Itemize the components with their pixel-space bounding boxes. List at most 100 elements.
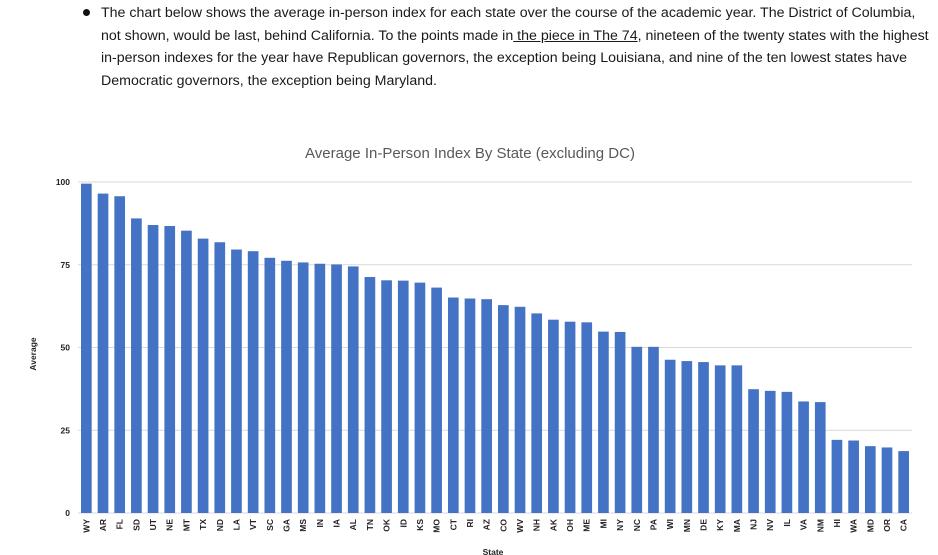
bar-co <box>498 305 509 513</box>
x-tick-label: WV <box>515 519 525 533</box>
bar-mt <box>181 230 192 514</box>
x-tick-label: AL <box>348 519 358 530</box>
bar-tx <box>197 238 209 513</box>
bar-ia <box>331 264 342 513</box>
x-tick-label: PA <box>648 519 658 530</box>
x-tick-label: NH <box>532 519 542 531</box>
x-tick-label: NE <box>165 519 175 531</box>
x-tick-label: KY <box>715 519 725 531</box>
article-bullet: The chart below shows the average in-per… <box>80 2 930 92</box>
bar-sc <box>264 257 276 513</box>
x-tick-label: AK <box>548 518 558 531</box>
bar-sd <box>131 218 142 513</box>
x-tick-label: GA <box>282 519 292 532</box>
bar-ms <box>297 262 309 513</box>
x-tick-label: ND <box>215 519 225 531</box>
x-tick-label: HI <box>832 519 842 528</box>
bar-ny <box>614 331 626 513</box>
x-tick-label: VT <box>248 518 258 530</box>
x-tick-label: TN <box>365 519 375 530</box>
bar-wa <box>848 440 859 513</box>
bar-ct <box>447 297 459 513</box>
x-tick-label: CA <box>899 519 909 531</box>
bar-il <box>781 391 793 513</box>
bar-nd <box>214 242 226 513</box>
x-tick-label: UT <box>148 518 158 530</box>
bar-ca <box>898 451 909 513</box>
x-tick-label: RI <box>465 519 475 528</box>
x-tick-label: SC <box>265 519 275 531</box>
bar-az <box>481 299 492 513</box>
y-tick-label: 100 <box>56 177 70 187</box>
y-tick-label: 50 <box>61 343 71 353</box>
bar-nc <box>631 346 643 513</box>
x-tick-label: VA <box>799 519 809 530</box>
x-tick-label: MS <box>298 519 308 532</box>
x-tick-label: AR <box>98 519 108 531</box>
bar-oh <box>564 321 576 513</box>
x-tick-label: CT <box>448 518 458 530</box>
x-tick-label: NJ <box>749 519 759 530</box>
x-tick-label: OR <box>882 519 892 532</box>
bar-nv <box>764 390 776 513</box>
bar-hi <box>831 439 843 513</box>
bar-ar <box>97 193 109 513</box>
y-tick-label: 25 <box>61 425 71 435</box>
paragraph-text-after-link: , nineteen of the twenty states with the… <box>101 27 929 89</box>
bar-nj <box>748 389 759 513</box>
x-tick-label: MI <box>598 519 608 528</box>
bar-ne <box>164 226 176 513</box>
bar-mn <box>681 361 693 513</box>
bar-va <box>798 401 809 513</box>
bar-nh <box>531 313 543 513</box>
bar-ok <box>381 280 392 513</box>
bar-ga <box>281 260 292 513</box>
bar-ks <box>414 282 426 513</box>
x-tick-label: WA <box>849 519 859 533</box>
bar-la <box>231 249 242 514</box>
x-tick-label: MA <box>732 519 742 532</box>
bar-ma <box>731 365 743 513</box>
the-74-article-link[interactable]: the piece in The 74 <box>513 27 638 44</box>
y-tick-label: 75 <box>61 260 71 270</box>
x-tick-label: MO <box>432 519 442 533</box>
paragraph-text-before-link: The chart below shows the average in-per… <box>101 5 916 44</box>
bar-de <box>698 362 709 513</box>
bar-me <box>581 322 593 513</box>
bar-or <box>881 447 893 513</box>
bar-wy <box>81 183 92 513</box>
bar-fl <box>114 196 126 513</box>
bar-ky <box>714 365 726 513</box>
x-tick-label: IA <box>332 519 342 528</box>
x-tick-label: IL <box>782 519 792 527</box>
bar-mo <box>431 287 442 513</box>
y-axis-label: Average <box>28 337 38 371</box>
x-tick-label: LA <box>231 519 241 530</box>
x-axis-label: State <box>483 547 504 555</box>
x-tick-label: NV <box>765 519 775 531</box>
x-tick-label: MT <box>181 518 191 531</box>
bar-wv <box>514 306 526 513</box>
x-tick-label: WI <box>665 519 675 529</box>
y-axis-ticks: 0 25 50 75 100 <box>56 177 70 518</box>
bar-ri <box>464 298 476 513</box>
x-tick-label: NC <box>632 519 642 531</box>
x-tick-label: IN <box>315 519 325 528</box>
x-tick-label: WY <box>81 519 91 533</box>
bar-id <box>397 280 409 513</box>
bar-chart: Average In-Person Index By State (exclud… <box>28 145 912 555</box>
bar-in <box>314 263 326 513</box>
x-tick-label: MN <box>682 519 692 532</box>
chart-title: Average In-Person Index By State (exclud… <box>305 145 635 162</box>
bar-vt <box>247 251 259 513</box>
article-paragraph: The chart below shows the average in-per… <box>101 2 930 92</box>
bars <box>81 183 909 514</box>
x-tick-label: DE <box>699 519 709 531</box>
bar-pa <box>648 346 659 513</box>
bar-nm <box>814 402 826 513</box>
x-tick-label: MD <box>865 519 875 532</box>
bar-ak <box>548 319 559 513</box>
x-axis-ticks: WY AR FL SD UT NE MT TX ND LA VT SC GA MS IN IA AL TN OK ID… <box>81 518 908 533</box>
x-tick-label: CO <box>498 519 508 532</box>
bar-ut <box>147 225 159 513</box>
